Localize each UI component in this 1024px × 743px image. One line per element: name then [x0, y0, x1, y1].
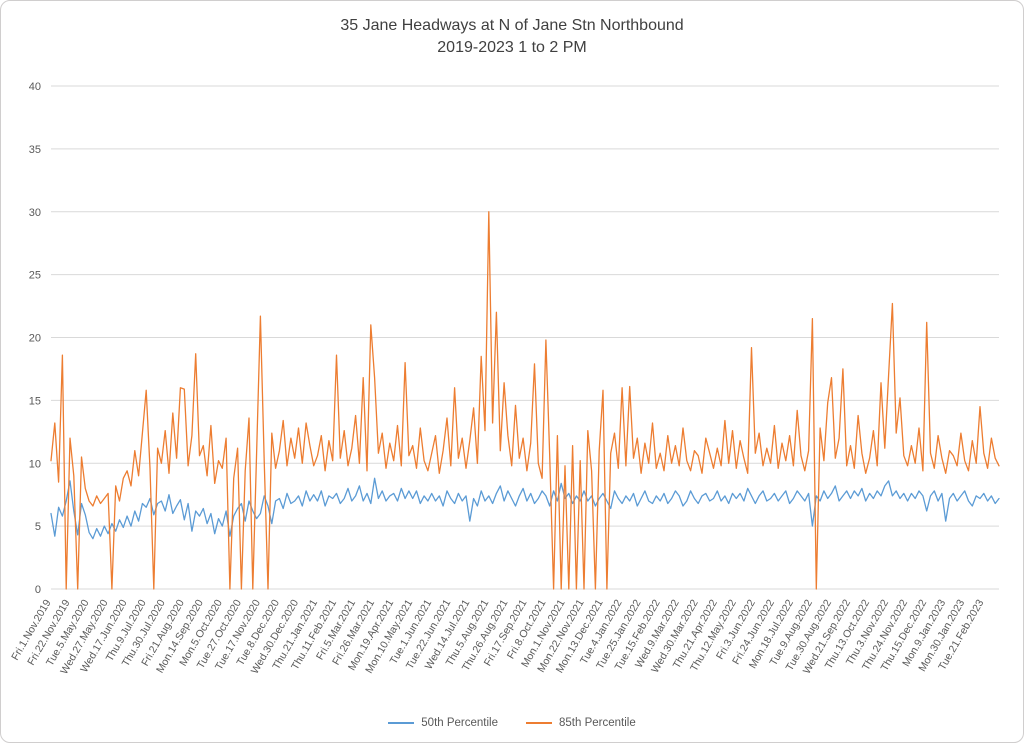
series-line-50th-percentile[interactable] — [50, 477, 1000, 540]
legend-label-50th: 50th Percentile — [421, 717, 498, 729]
y-tick-label: 10 — [29, 458, 41, 470]
y-tick-label: 35 — [29, 144, 41, 156]
y-tick-label: 30 — [29, 207, 41, 219]
y-tick-label: 0 — [35, 584, 41, 596]
legend-label-85th: 85th Percentile — [559, 717, 636, 729]
y-tick-label: 15 — [29, 395, 41, 407]
legend-line-85th-icon — [526, 722, 552, 724]
y-tick-label: 5 — [35, 521, 41, 533]
y-tick-label: 40 — [29, 81, 41, 93]
y-tick-label: 25 — [29, 270, 41, 282]
y-tick-label: 20 — [29, 333, 41, 345]
legend: 50th Percentile 85th Percentile — [1, 717, 1023, 729]
legend-line-50th-icon — [388, 722, 415, 724]
legend-item-50th-percentile[interactable]: 50th Percentile — [388, 717, 498, 729]
legend-item-85th-percentile[interactable]: 85th Percentile — [526, 717, 636, 729]
series-line-85th-percentile[interactable] — [50, 211, 1000, 590]
